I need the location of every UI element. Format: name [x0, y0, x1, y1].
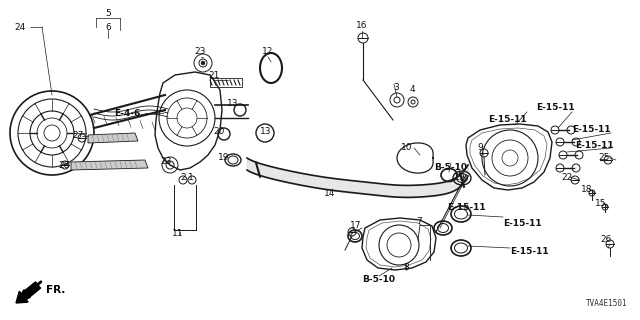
- Text: E-15-11: E-15-11: [572, 125, 611, 134]
- Text: 13: 13: [227, 99, 239, 108]
- Text: 12: 12: [262, 46, 274, 55]
- Circle shape: [201, 61, 205, 65]
- FancyArrow shape: [16, 282, 40, 303]
- Text: 8: 8: [403, 262, 409, 271]
- Text: E-15-11: E-15-11: [575, 140, 614, 149]
- Text: 24: 24: [14, 22, 25, 31]
- Text: 28: 28: [58, 161, 69, 170]
- Text: 23: 23: [195, 47, 205, 57]
- Text: 3: 3: [393, 84, 399, 92]
- Text: 13: 13: [260, 126, 271, 135]
- Text: E-15-11: E-15-11: [536, 102, 575, 111]
- Text: 19: 19: [454, 172, 466, 181]
- Text: FR.: FR.: [46, 285, 65, 295]
- Text: 5: 5: [105, 10, 111, 19]
- Text: E-15-11: E-15-11: [488, 116, 527, 124]
- Text: 18: 18: [581, 185, 593, 194]
- Text: 11: 11: [172, 229, 184, 238]
- Text: 25: 25: [598, 153, 609, 162]
- Text: 17: 17: [350, 221, 362, 230]
- Text: 20: 20: [213, 126, 225, 135]
- Text: 4: 4: [409, 85, 415, 94]
- Text: 9: 9: [477, 143, 483, 153]
- Text: E-15-11: E-15-11: [510, 247, 548, 257]
- Text: 2: 2: [180, 173, 186, 182]
- Polygon shape: [71, 160, 148, 170]
- Text: 7: 7: [416, 218, 422, 227]
- Text: 14: 14: [324, 188, 336, 197]
- Text: E-15-11: E-15-11: [447, 203, 486, 212]
- Text: 15: 15: [595, 198, 607, 207]
- Text: E-4-6: E-4-6: [114, 108, 140, 117]
- Polygon shape: [88, 133, 138, 143]
- Text: B-5-10: B-5-10: [435, 164, 467, 172]
- Text: 16: 16: [356, 20, 368, 29]
- Text: 27: 27: [72, 132, 83, 140]
- Text: 1: 1: [188, 173, 194, 182]
- Text: 21: 21: [208, 71, 220, 81]
- Text: 22: 22: [561, 172, 573, 181]
- Text: 19: 19: [218, 154, 230, 163]
- Text: 23: 23: [160, 157, 172, 166]
- Text: TVA4E1501: TVA4E1501: [586, 299, 628, 308]
- Text: 26: 26: [600, 236, 612, 244]
- Text: B-5-10: B-5-10: [362, 276, 396, 284]
- Text: E-15-11: E-15-11: [503, 219, 541, 228]
- Text: 6: 6: [105, 22, 111, 31]
- Text: 10: 10: [401, 142, 413, 151]
